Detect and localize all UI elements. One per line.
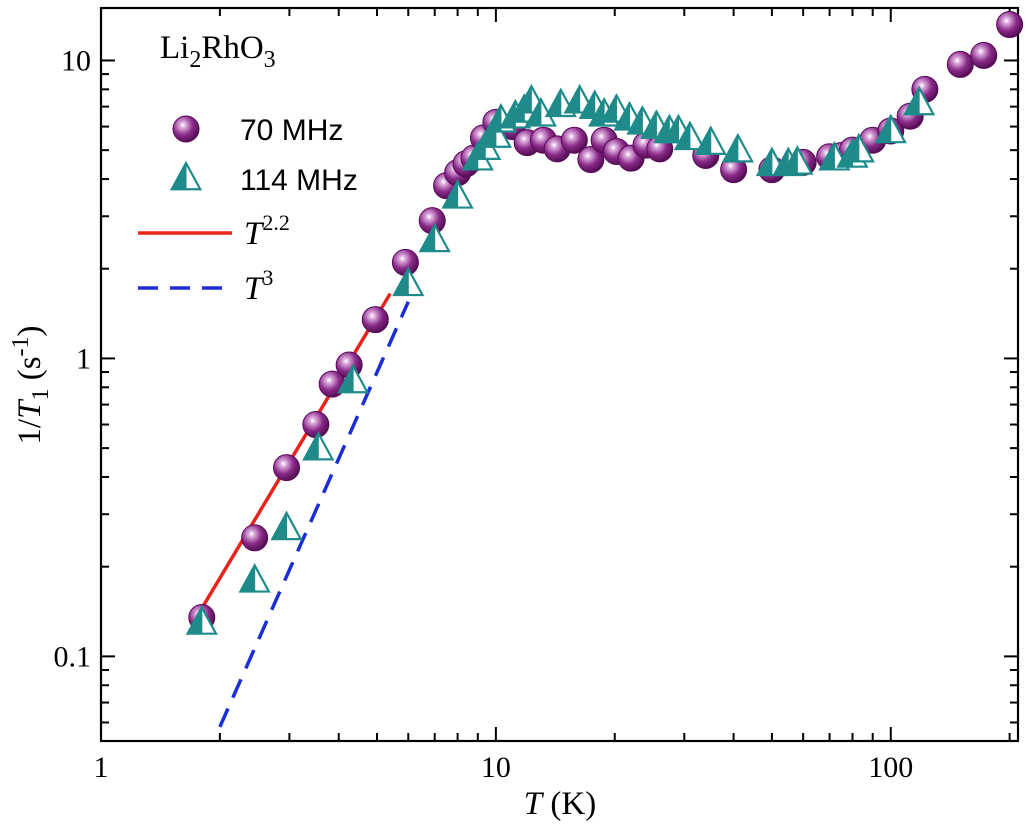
x-tick-label: 1 [94, 751, 109, 784]
legend-marker-triangle [169, 160, 203, 191]
point-70mhz [577, 146, 605, 174]
triangle-half-fill [782, 147, 798, 175]
point-70mhz [946, 50, 974, 78]
point-114mhz [337, 363, 370, 394]
triangle-half-fill [170, 162, 187, 190]
triangle-half-fill [843, 134, 860, 162]
y-tick-label: 0.1 [54, 640, 92, 673]
point-114mhz [270, 510, 303, 541]
point-114mhz [238, 563, 271, 593]
triangle-half-fill [442, 181, 459, 209]
y-tick-label: 10 [61, 44, 91, 77]
legend-symbol-70mhz [172, 115, 200, 143]
point-70mhz [996, 11, 1024, 39]
point-114mhz [874, 113, 907, 144]
point-114mhz [185, 605, 218, 635]
x-tick-label: 100 [868, 751, 913, 784]
triangle-half-fill [674, 122, 691, 150]
triangle-half-fill [589, 98, 605, 126]
legend-marker-sphere [172, 115, 200, 143]
triangle-half-fill [614, 102, 631, 130]
triangle-half-fill [186, 607, 203, 635]
triangle-half-fill [338, 365, 354, 393]
point-114mhz [673, 120, 707, 151]
axis-ticks [100, 8, 1018, 741]
x-tick-label: 10 [481, 751, 511, 784]
triangle-half-fill [485, 105, 502, 133]
tick-labels: 1 10 100 0.1 1 10 [54, 44, 914, 784]
point-70mhz [302, 411, 330, 439]
fit-lines [200, 292, 410, 728]
triangle-half-fill [545, 89, 562, 117]
data-points [185, 11, 1024, 635]
point-70mhz [361, 306, 389, 334]
triangle-half-fill [875, 115, 892, 143]
point-114mhz [524, 96, 557, 127]
point-114mhz [392, 266, 425, 297]
triangle-half-fill [393, 268, 409, 296]
triangle-half-fill [564, 85, 581, 113]
legend-label-114mhz: 114 MHz [240, 164, 358, 197]
triangle-half-fill [819, 142, 835, 170]
triangle-half-fill [904, 87, 920, 115]
y-axis-title: 1/T1 (s-1) [8, 325, 54, 444]
point-114mhz [694, 125, 727, 155]
point-114mhz [418, 222, 451, 253]
legend-symbol-114mhz [169, 160, 203, 191]
triangle-half-fill [419, 224, 436, 252]
x-axis-title: T (K) [524, 786, 596, 822]
point-114mhz [441, 179, 474, 209]
point-114mhz [903, 85, 936, 116]
chart-title: Li2RhO3 [160, 30, 276, 73]
point-114mhz [721, 132, 754, 163]
triangle-half-fill [627, 107, 643, 135]
fit-line-t3 [218, 301, 410, 728]
triangle-half-fill [695, 127, 712, 155]
legend: 70 MHz 114 MHz T2.2 T3 [138, 114, 358, 307]
point-114mhz [842, 132, 875, 163]
triangle-half-fill [516, 85, 532, 113]
triangle-half-fill [654, 115, 670, 143]
triangle-half-fill [722, 134, 739, 162]
y-tick-label: 1 [76, 342, 91, 375]
point-114mhz [781, 145, 814, 175]
point-70mhz [560, 126, 588, 154]
triangle-half-fill [663, 115, 679, 143]
triangle-half-fill [601, 95, 617, 123]
triangle-half-fill [579, 91, 596, 119]
legend-label-t3: T3 [244, 265, 273, 307]
triangle-half-fill [239, 565, 256, 593]
triangle-half-fill [303, 432, 319, 460]
triangle-half-fill [756, 148, 773, 176]
plot-frame [99, 6, 1020, 743]
point-70mhz [273, 454, 301, 482]
fit-line-t22 [200, 292, 392, 610]
triangle-half-fill [525, 98, 542, 126]
point-70mhz [241, 524, 269, 552]
point-70mhz [970, 41, 998, 69]
legend-label-t22: T2.2 [244, 210, 290, 252]
point-114mhz [302, 430, 335, 461]
triangle-half-fill [641, 111, 657, 139]
legend-label-70mhz: 70 MHz [240, 114, 343, 147]
point-70mhz [391, 248, 419, 276]
triangle-half-fill [271, 512, 288, 540]
